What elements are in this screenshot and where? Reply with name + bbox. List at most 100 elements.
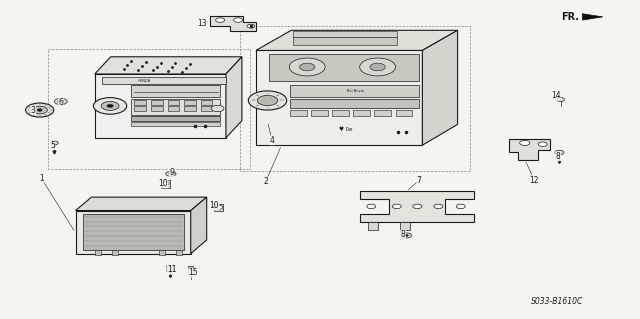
Polygon shape (256, 30, 458, 50)
Polygon shape (176, 250, 182, 255)
Circle shape (555, 150, 564, 155)
Polygon shape (134, 100, 146, 105)
Circle shape (257, 95, 278, 106)
Polygon shape (210, 16, 256, 31)
Circle shape (289, 58, 325, 76)
Polygon shape (293, 37, 397, 45)
Polygon shape (131, 116, 220, 121)
Polygon shape (509, 139, 550, 160)
Polygon shape (95, 250, 101, 255)
Polygon shape (353, 110, 370, 116)
Text: 14: 14 (550, 91, 561, 100)
Circle shape (215, 205, 223, 209)
Circle shape (404, 234, 408, 236)
Polygon shape (226, 57, 242, 138)
Circle shape (392, 204, 401, 209)
Polygon shape (131, 99, 220, 115)
Polygon shape (256, 50, 422, 145)
Text: 8: 8 (401, 230, 406, 239)
Text: 15: 15 (188, 268, 198, 277)
Circle shape (401, 233, 412, 238)
Text: 8: 8 (556, 152, 561, 161)
Polygon shape (422, 30, 458, 145)
Polygon shape (134, 106, 146, 111)
Text: 1: 1 (39, 174, 44, 183)
Circle shape (538, 142, 547, 146)
Polygon shape (311, 110, 328, 116)
Circle shape (370, 63, 385, 71)
Circle shape (456, 204, 465, 209)
Circle shape (211, 105, 224, 112)
Polygon shape (396, 110, 412, 116)
Circle shape (367, 204, 376, 209)
Polygon shape (83, 214, 184, 250)
Text: Bel Brivio: Bel Brivio (347, 89, 364, 93)
Circle shape (360, 58, 396, 76)
Polygon shape (290, 99, 419, 108)
Polygon shape (131, 122, 220, 126)
Polygon shape (191, 197, 207, 254)
Polygon shape (168, 106, 179, 111)
Polygon shape (290, 85, 419, 97)
Polygon shape (151, 106, 163, 111)
Text: 10: 10 (158, 179, 168, 188)
Circle shape (58, 100, 64, 103)
Circle shape (93, 98, 127, 114)
Polygon shape (168, 100, 179, 105)
Text: ♥ 0e: ♥ 0e (339, 127, 353, 132)
Circle shape (434, 204, 443, 209)
Polygon shape (188, 266, 193, 274)
Polygon shape (76, 211, 191, 254)
Polygon shape (131, 85, 220, 97)
Text: 6: 6 (58, 98, 63, 107)
Circle shape (37, 109, 42, 111)
Polygon shape (332, 110, 349, 116)
Circle shape (54, 98, 67, 105)
Polygon shape (269, 54, 419, 81)
Circle shape (32, 106, 47, 114)
Polygon shape (201, 100, 212, 105)
Polygon shape (293, 31, 397, 37)
Polygon shape (159, 250, 165, 255)
Polygon shape (400, 222, 410, 230)
Circle shape (101, 101, 119, 110)
Text: 2: 2 (263, 177, 268, 186)
Polygon shape (112, 250, 118, 255)
Circle shape (520, 140, 530, 145)
Circle shape (413, 204, 422, 209)
Polygon shape (151, 100, 163, 105)
Polygon shape (582, 14, 603, 20)
Text: 13: 13 (196, 19, 207, 28)
Polygon shape (76, 197, 207, 211)
Polygon shape (184, 100, 196, 105)
Polygon shape (95, 74, 226, 138)
Text: 12: 12 (530, 176, 539, 185)
Circle shape (300, 63, 315, 71)
Polygon shape (166, 265, 173, 271)
Text: 5: 5 (50, 141, 55, 150)
Text: 7: 7 (417, 176, 422, 185)
Polygon shape (161, 180, 170, 188)
Circle shape (557, 98, 564, 101)
Circle shape (161, 182, 169, 185)
Circle shape (248, 91, 287, 110)
Text: FR.: FR. (561, 12, 579, 22)
Text: 3: 3 (31, 106, 36, 115)
Circle shape (51, 141, 58, 145)
Circle shape (234, 18, 243, 22)
Polygon shape (201, 106, 212, 111)
Polygon shape (95, 57, 242, 74)
Polygon shape (184, 106, 196, 111)
Circle shape (166, 171, 176, 176)
Polygon shape (102, 77, 226, 84)
Text: 11: 11 (167, 265, 176, 274)
Polygon shape (360, 191, 474, 222)
Text: S033-B1610C: S033-B1610C (531, 297, 583, 306)
Text: 10: 10 (209, 201, 220, 210)
Circle shape (107, 104, 113, 108)
Polygon shape (290, 110, 307, 116)
Circle shape (26, 103, 54, 117)
Text: 9: 9 (169, 168, 174, 177)
Circle shape (247, 24, 255, 28)
Polygon shape (374, 110, 391, 116)
